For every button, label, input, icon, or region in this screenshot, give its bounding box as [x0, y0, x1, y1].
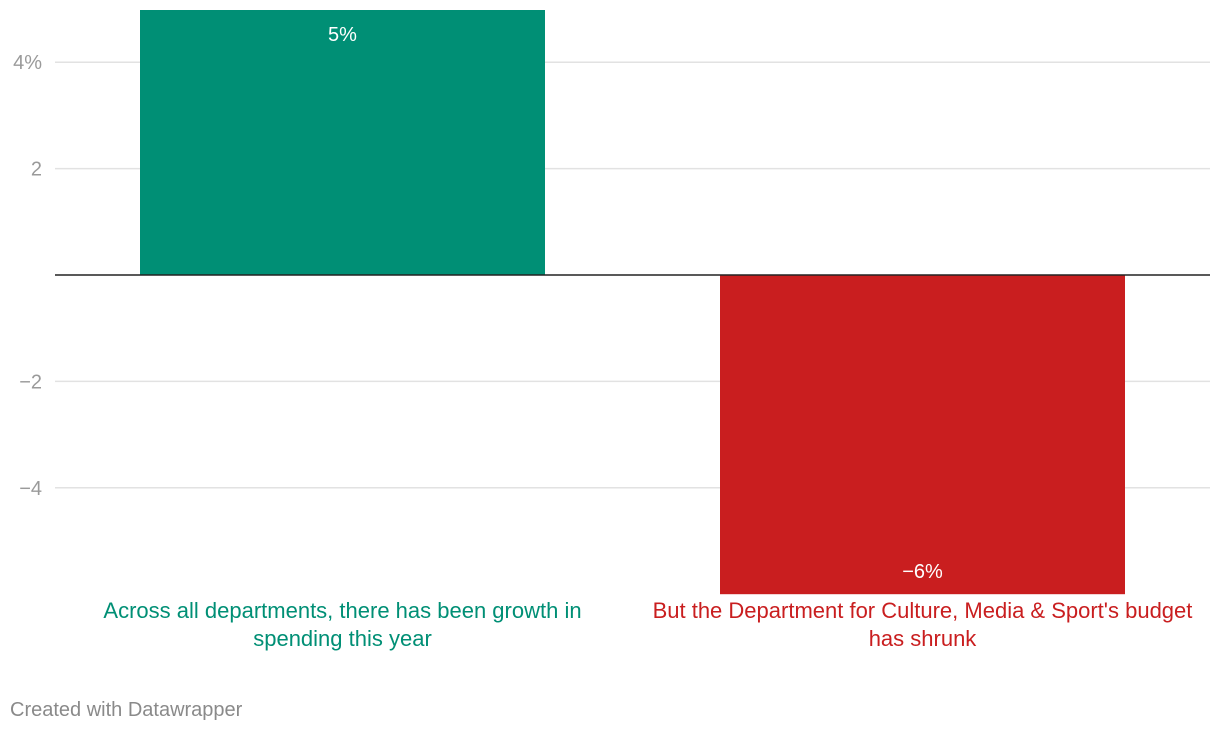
- category-label-growth: Across all departments, there has been g…: [103, 598, 582, 651]
- y-tick-label: 4%: [13, 52, 42, 74]
- bar-all-departments: [140, 10, 545, 275]
- bar-value-label: 5%: [328, 24, 357, 46]
- bar-value-label: −6%: [902, 561, 943, 583]
- bar-layer: [140, 10, 1125, 595]
- y-tick-label: 2: [31, 159, 42, 181]
- category-label-shrunk: But the Department for Culture, Media & …: [652, 598, 1193, 651]
- credit-text: Created with Datawrapper: [10, 699, 243, 721]
- y-tick-label: −4: [19, 478, 42, 500]
- y-tick-label: −2: [19, 371, 42, 393]
- bar-dcms: [720, 275, 1125, 595]
- label-layer: 4% 2 −2 −4 5% −6%: [13, 24, 943, 583]
